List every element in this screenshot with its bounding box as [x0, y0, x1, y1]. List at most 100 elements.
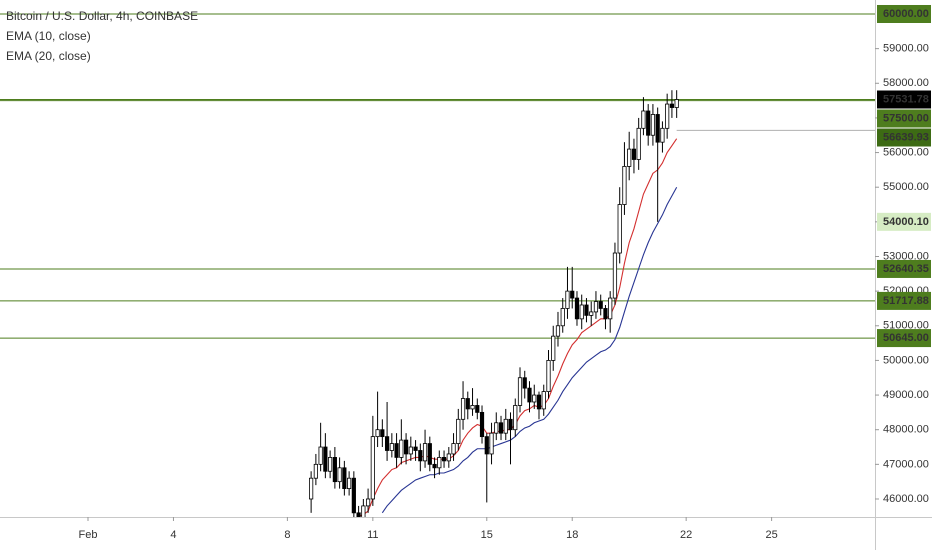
candle-body: [603, 308, 608, 320]
candle-body: [465, 398, 470, 410]
price-label: 52640.35: [883, 263, 929, 275]
candle-body: [631, 148, 637, 160]
ema-line: [358, 138, 678, 517]
y-tick-label: 46000.00: [883, 493, 929, 505]
candle-body: [356, 512, 361, 517]
candle-body: [441, 457, 447, 462]
candle-body: [460, 398, 466, 420]
candle-body: [479, 411, 485, 438]
candle-body: [337, 467, 342, 483]
candle-body: [437, 457, 442, 469]
price-label: 57500.00: [883, 112, 929, 124]
price-label: 57531.78: [883, 93, 929, 105]
candle-body: [627, 148, 632, 167]
candle-body: [309, 477, 314, 500]
candle-body: [347, 477, 352, 489]
y-tick-label: 55000.00: [883, 181, 929, 193]
candle-body: [532, 394, 537, 403]
price-label-bg: [877, 259, 931, 278]
candle-body: [546, 360, 551, 392]
candle-body: [408, 446, 413, 455]
x-tick-label: 25: [765, 529, 777, 541]
price-label-bg: [877, 329, 931, 348]
legend-entry[interactable]: EMA (20, close): [6, 49, 91, 63]
candle-body: [332, 457, 337, 483]
candle-body: [593, 301, 599, 313]
candle-body: [484, 436, 489, 455]
candle-body: [508, 418, 513, 431]
candle-body: [323, 446, 328, 472]
candle-body: [403, 439, 409, 455]
candle-body: [665, 103, 670, 129]
candle-body: [646, 110, 651, 136]
price-label-bg: [877, 291, 931, 310]
candle-body: [669, 103, 675, 108]
candle-body: [475, 405, 480, 413]
candle-body: [470, 405, 475, 410]
y-tick-label: 58000.00: [883, 77, 929, 89]
chart-title: Bitcoin / U.S. Dollar, 4h, COINBASE: [6, 9, 198, 23]
price-label-bg: [877, 4, 931, 23]
candle-body: [641, 110, 646, 129]
price-label-bg: [877, 109, 931, 128]
candle-body: [413, 446, 418, 451]
candle-body: [527, 387, 532, 403]
candle-body: [650, 114, 656, 136]
candle-body: [589, 311, 594, 316]
candle-body: [636, 127, 641, 160]
candle-body: [555, 325, 561, 337]
y-tick-label: 59000.00: [883, 43, 929, 55]
candle-body: [541, 391, 546, 410]
candle-body: [674, 99, 679, 108]
candle-body: [494, 422, 499, 434]
candle-body: [384, 436, 390, 451]
candle-body: [503, 418, 508, 434]
candle-body: [370, 436, 375, 500]
x-tick-label: Feb: [79, 529, 98, 541]
price-label-bg: [877, 128, 931, 147]
candle-body: [394, 443, 399, 458]
candle-body: [375, 429, 380, 438]
price-label: 60000.00: [883, 8, 929, 20]
x-tick-label: 8: [284, 529, 290, 541]
candle-body: [612, 252, 618, 299]
x-tick-label: 18: [566, 529, 578, 541]
candle-body: [584, 304, 589, 316]
candle-body: [489, 432, 494, 455]
x-tick-label: 11: [367, 529, 378, 541]
price-label: 50645.00: [883, 332, 929, 344]
legend-entry[interactable]: EMA (10, close): [6, 29, 91, 43]
axes: Feb48111518222559000.0058000.0057000.005…: [79, 4, 931, 541]
candle-body: [560, 308, 565, 327]
candle-body: [351, 477, 356, 514]
candle-body: [342, 467, 347, 489]
y-tick-label: 53000.00: [883, 250, 929, 262]
candle-body: [422, 443, 428, 462]
x-tick-label: 4: [170, 529, 176, 541]
candle-body: [446, 453, 451, 462]
candle-body: [361, 505, 366, 517]
x-tick-label: 15: [481, 529, 493, 541]
ema-line: [381, 186, 678, 514]
candle-body: [427, 443, 432, 465]
candle-body: [608, 297, 613, 320]
candle-body: [617, 204, 622, 254]
y-tick-label: 48000.00: [883, 424, 929, 436]
candle-body: [517, 377, 523, 406]
candle-body: [399, 439, 404, 458]
y-tick-label: 50000.00: [883, 354, 929, 366]
y-tick-label: 56000.00: [883, 146, 929, 158]
candle-body: [365, 498, 371, 507]
candle-body: [456, 418, 461, 444]
y-tick-label: 49000.00: [883, 389, 929, 401]
candle-body: [579, 304, 584, 320]
y-tick-label: 47000.00: [883, 458, 929, 470]
candle-body: [522, 377, 527, 389]
candle-body: [565, 290, 570, 309]
candle-body: [536, 394, 542, 410]
candle-body: [551, 335, 556, 361]
candle-body: [574, 297, 580, 320]
candle-body: [655, 114, 660, 143]
